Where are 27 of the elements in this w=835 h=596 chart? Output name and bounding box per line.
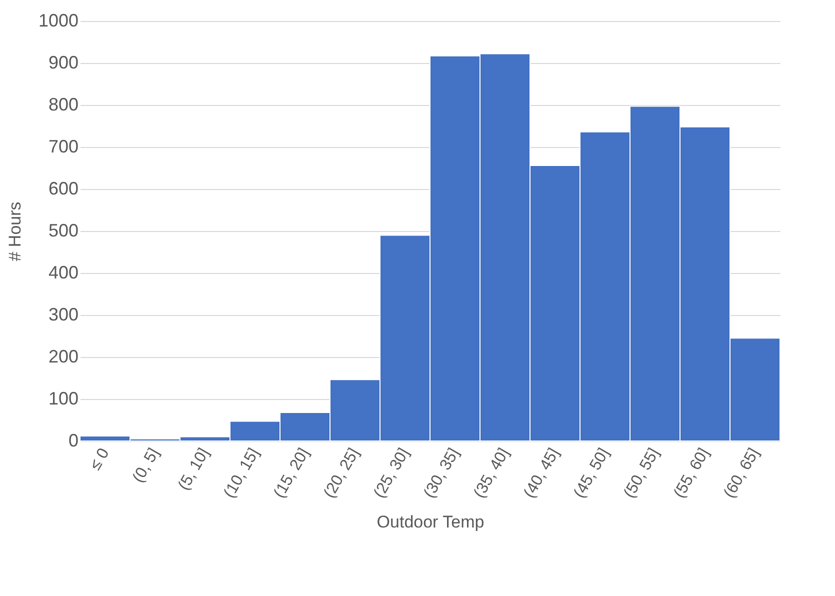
x-tick-label: (10, 15] [220, 446, 263, 501]
x-tick-label: (55, 60] [670, 446, 713, 501]
x-tick-label: (50, 55] [620, 446, 663, 501]
x-tick-label: (30, 35] [420, 446, 463, 501]
x-tick-label: (0, 5] [130, 446, 163, 486]
x-tick-label: (40, 45] [520, 446, 563, 501]
x-tick-label: (45, 50] [570, 446, 613, 501]
x-tick-label: (15, 20] [270, 446, 313, 501]
x-tick-label: (20, 25] [320, 446, 363, 501]
y-tick-label: 400 [48, 262, 78, 282]
y-tick-label: 200 [48, 346, 78, 366]
x-tick-label: (25, 30] [370, 446, 413, 501]
y-tick-label: 900 [48, 52, 78, 72]
y-tick-label: 300 [48, 304, 78, 324]
y-tick-label: 0 [68, 430, 78, 450]
y-tick-label: 1000 [38, 10, 78, 30]
x-axis-title: Outdoor Temp [376, 512, 484, 532]
y-axis-title: # Hours [5, 202, 24, 262]
y-tick-label: 100 [48, 388, 78, 408]
y-tick-label: 600 [48, 178, 78, 198]
y-tick-label: 500 [48, 220, 78, 240]
x-tick-label: (5, 10] [175, 446, 213, 494]
x-tick-label: (35, 40] [470, 446, 513, 501]
x-tick-label: ≤ 0 [87, 445, 113, 474]
y-tick-label: 700 [48, 136, 78, 156]
y-tick-label: 800 [48, 94, 78, 114]
x-tick-label: (60, 65] [720, 446, 763, 501]
